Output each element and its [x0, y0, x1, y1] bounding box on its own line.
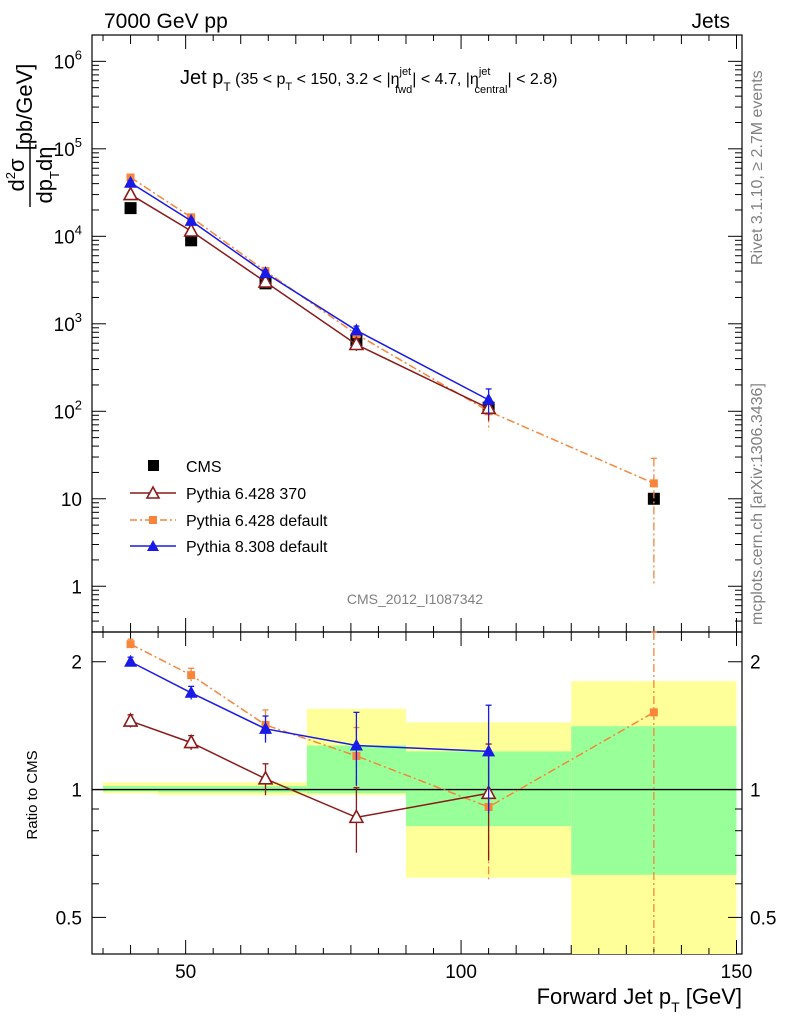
ratio-ytick-label-right: 1 — [750, 781, 761, 802]
legend-entry-py6-370: Pythia 6.428 370 — [130, 485, 306, 503]
main-ytick-label: 103 — [54, 310, 82, 336]
main-ytick-label: 102 — [54, 397, 82, 423]
ratio-point-pythia-8-308-default — [124, 654, 138, 667]
ratio-point-pythia-6-428-default — [187, 671, 196, 680]
ratio-line-pythia-6-428-default — [130, 643, 655, 808]
ratio-point-pythia-6-428-370 — [183, 733, 199, 749]
legend-label-cms: CMS — [186, 459, 222, 476]
xtick-label: 150 — [721, 962, 753, 983]
ratio-plot-frame — [91, 631, 743, 955]
legend-label-py6-370: Pythia 6.428 370 — [186, 486, 306, 503]
ratio-point-pythia-8-308-default — [482, 744, 496, 757]
legend-entry-py6-default: Pythia 6.428 default — [130, 513, 328, 530]
ratio-series — [122, 631, 658, 954]
main-line-pythia-8-308-default — [130, 182, 489, 401]
main-point-cms — [185, 234, 198, 247]
main-ytick-label: 105 — [54, 135, 82, 161]
ratio-point-pythia-8-308-default — [259, 721, 273, 734]
main-series-pythia-6-428-370 — [122, 185, 497, 421]
header-left-label: 7000 GeV pp — [104, 10, 228, 33]
ylabel-numerator: d2σ — [3, 158, 29, 191]
main-point-pythia-8-308-default — [482, 392, 496, 405]
main-line-pythia-6-428-default — [130, 176, 655, 485]
ylabel-unit: [pb/GeV] — [12, 64, 37, 151]
main-ylabel: d2σ dpTdη [pb/GeV] — [3, 64, 62, 207]
main-point-pythia-8-308-default — [184, 213, 198, 226]
legend-marker-py8-default — [147, 540, 159, 551]
ratio-series-pythia-8-308-default — [124, 654, 496, 814]
legend-label-py6-default: Pythia 6.428 default — [186, 513, 328, 530]
header-right-label: Jets — [691, 10, 730, 33]
ratio-point-pythia-6-428-370 — [348, 808, 365, 824]
main-series — [122, 173, 660, 587]
ratio-uncertainty-bands — [92, 681, 742, 954]
ratio-point-pythia-8-308-default — [184, 685, 198, 698]
ratio-ytick-label: 1 — [71, 781, 82, 802]
ratio-band-green-0 — [103, 785, 159, 792]
main-point-pythia-6-428-370 — [257, 273, 274, 288]
main-title: Jet pT (35 < pT < 150, 3.2 < |ηjet fwd| <… — [180, 66, 557, 96]
main-ytick-label: 1 — [71, 577, 82, 598]
main-point-cms — [124, 202, 137, 215]
main-ytick-label: 104 — [54, 222, 82, 248]
rivet-version-label: Rivet 3.1.10, ≥ 2.7M events — [749, 70, 766, 265]
legend-marker-py6-370 — [145, 485, 161, 499]
main-point-pythia-6-428-370 — [122, 185, 139, 201]
main-axes: 1 10 102 103 104 105 106 — [54, 34, 742, 633]
ratio-ytick-label: 2 — [71, 653, 82, 674]
main-point-pythia-6-428-default — [649, 479, 658, 488]
main-point-pythia-6-428-370 — [348, 335, 365, 351]
legend-entry-cms: CMS — [148, 459, 222, 476]
ratio-point-pythia-6-428-370 — [257, 770, 274, 785]
ratio-ytick-label-right: 2 — [750, 653, 761, 674]
xtick-label: 100 — [445, 962, 477, 983]
main-series-pythia-8-308-default — [124, 175, 496, 416]
main-point-pythia-8-308-default — [349, 323, 363, 336]
ratio-ytick-label-right: 0.5 — [750, 908, 776, 929]
xtick-label: 50 — [175, 962, 196, 983]
legend-entry-py8-default: Pythia 8.308 default — [130, 539, 328, 556]
legend: CMS Pythia 6.428 370 Pythia 6.428 defaul… — [130, 459, 328, 556]
main-point-pythia-6-428-370 — [183, 222, 199, 237]
ratio-axes: 0.5 0.5 1 1 2 2 50 100 150 — [56, 632, 776, 983]
ratio-point-pythia-6-428-default — [649, 708, 658, 717]
legend-label-py8-default: Pythia 8.308 default — [186, 539, 328, 556]
legend-marker-cms — [148, 460, 159, 471]
legend-marker-py6-default — [149, 516, 157, 524]
main-point-pythia-8-308-default — [259, 266, 273, 279]
ratio-ytick-label: 0.5 — [56, 908, 82, 929]
main-ytick-label: 10 — [61, 490, 82, 511]
ratio-point-pythia-8-308-default — [349, 738, 363, 751]
main-ytick-label: 106 — [54, 47, 82, 73]
ratio-ylabel: Ratio to CMS — [24, 750, 41, 839]
mcplots-label: mcplots.cern.ch [arXiv:1306.3436] — [749, 383, 766, 625]
main-point-pythia-8-308-default — [124, 175, 138, 188]
ratio-point-pythia-6-428-370 — [122, 712, 139, 727]
xlabel: Forward Jet pT [GeV] — [537, 984, 742, 1015]
main-point-cms — [647, 492, 660, 505]
analysis-id-label: CMS_2012_I1087342 — [347, 591, 483, 607]
ratio-point-pythia-6-428-default — [126, 640, 135, 649]
